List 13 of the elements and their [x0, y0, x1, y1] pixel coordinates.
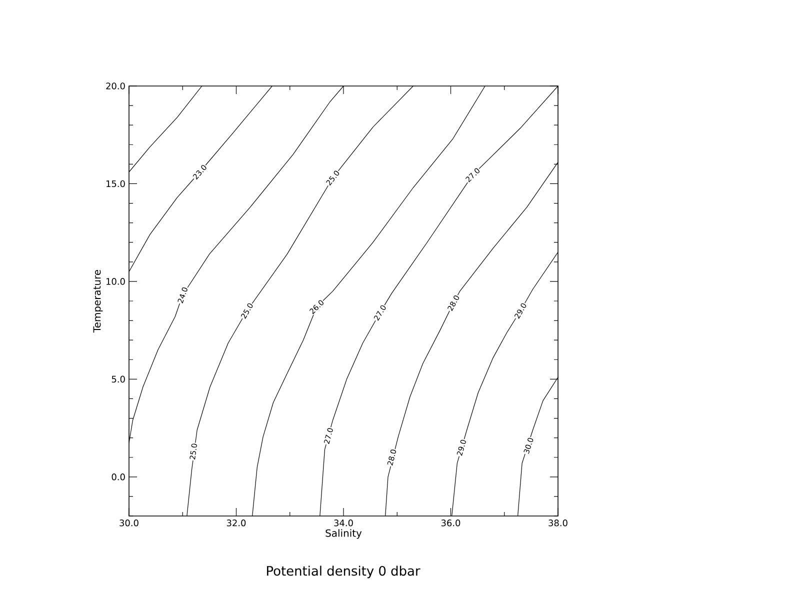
x-tick-label: 34.0: [334, 520, 353, 526]
y-axis-title: Temperature: [93, 270, 103, 333]
y-tick-label: 0.0: [112, 474, 125, 480]
x-tick-label: 36.0: [441, 520, 460, 526]
x-tick-label: 38.0: [548, 520, 568, 526]
x-tick-label: 32.0: [226, 520, 246, 526]
y-tick-label: 10.0: [106, 278, 125, 285]
y-tick-label: 20.0: [106, 82, 125, 90]
text: Potential density 0 dbar: [267, 566, 420, 578]
y-tick-label: 15.0: [106, 180, 125, 188]
x-tick-label: 30.0: [120, 520, 138, 526]
y-tick-label: 5.0: [112, 376, 125, 383]
x-axis-title: Salinity: [326, 529, 362, 539]
